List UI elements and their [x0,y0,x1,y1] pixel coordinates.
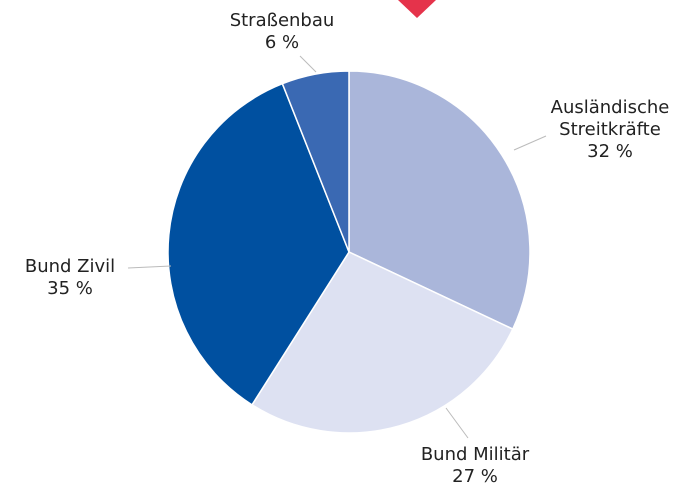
leader-line [299,55,317,73]
slice-label: Straßenbau 6 % [212,10,352,54]
leader-line [513,135,547,151]
logo-mark [398,0,436,18]
slice-label: Bund Militär 27 % [405,444,545,488]
value-label: 32 % [587,141,633,162]
value-label: 27 % [452,466,498,487]
value-label: 6 % [264,32,300,53]
category-label: Straßenbau [229,10,335,31]
pie-slice [250,251,514,434]
category-label: Bund Militär [420,444,530,465]
category-label: Bund Zivil [24,256,116,277]
leader-line [445,407,469,439]
pie-slice [348,70,531,331]
pie-slice [281,70,350,253]
pie-slice [167,82,350,406]
slice-label: Ausländische Streitkräfte 32 % [540,97,680,163]
leader-line [127,265,172,269]
category-label: Ausländische Streitkräfte [550,97,670,140]
slice-label: Bund Zivil 35 % [5,256,135,300]
value-label: 35 % [47,278,93,299]
